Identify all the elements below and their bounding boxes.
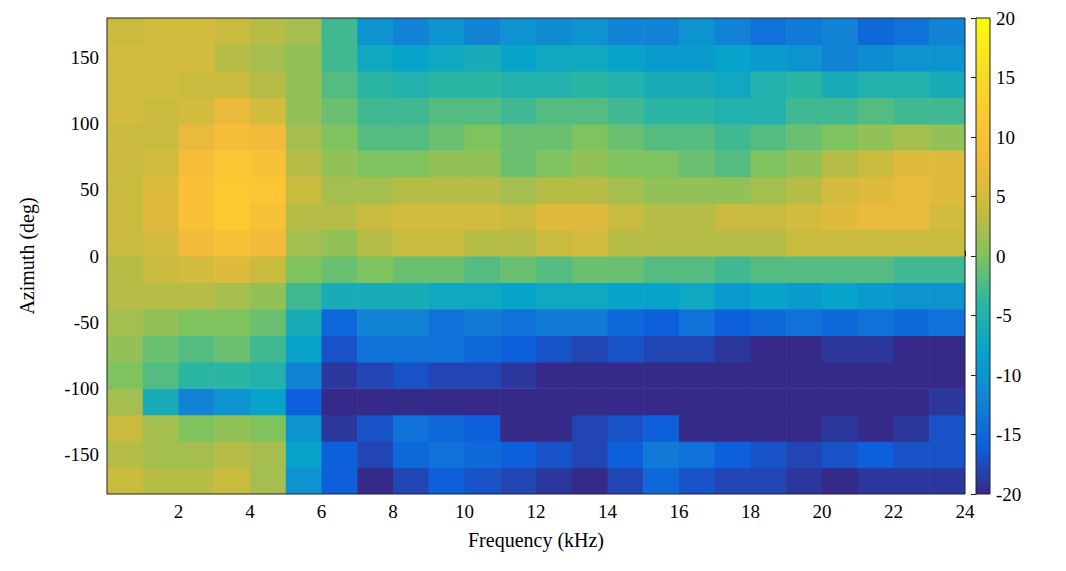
svg-text:10: 10 [996, 127, 1015, 148]
svg-text:Azimuth (deg): Azimuth (deg) [16, 197, 39, 314]
svg-text:150: 150 [71, 47, 100, 68]
svg-text:-20: -20 [996, 484, 1021, 505]
svg-text:-5: -5 [996, 305, 1012, 326]
svg-text:-50: -50 [74, 312, 99, 333]
svg-text:10: 10 [455, 501, 474, 522]
svg-text:24: 24 [956, 501, 976, 522]
svg-text:14: 14 [598, 501, 618, 522]
svg-text:-10: -10 [996, 365, 1021, 386]
svg-text:-15: -15 [996, 424, 1021, 445]
svg-text:15: 15 [996, 67, 1015, 88]
svg-text:12: 12 [527, 501, 546, 522]
svg-text:20: 20 [996, 8, 1015, 29]
svg-text:20: 20 [813, 501, 832, 522]
svg-text:4: 4 [245, 501, 255, 522]
svg-text:0: 0 [996, 246, 1006, 267]
svg-text:6: 6 [317, 501, 327, 522]
svg-text:22: 22 [884, 501, 903, 522]
svg-text:100: 100 [71, 113, 100, 134]
svg-text:18: 18 [741, 501, 760, 522]
svg-text:2: 2 [174, 501, 184, 522]
svg-text:-150: -150 [64, 444, 99, 465]
svg-text:5: 5 [996, 186, 1006, 207]
svg-text:Frequency (kHz): Frequency (kHz) [468, 529, 604, 552]
svg-text:-100: -100 [64, 378, 99, 399]
svg-text:50: 50 [80, 179, 99, 200]
svg-text:16: 16 [670, 501, 689, 522]
svg-text:0: 0 [90, 246, 100, 267]
svg-text:8: 8 [388, 501, 398, 522]
